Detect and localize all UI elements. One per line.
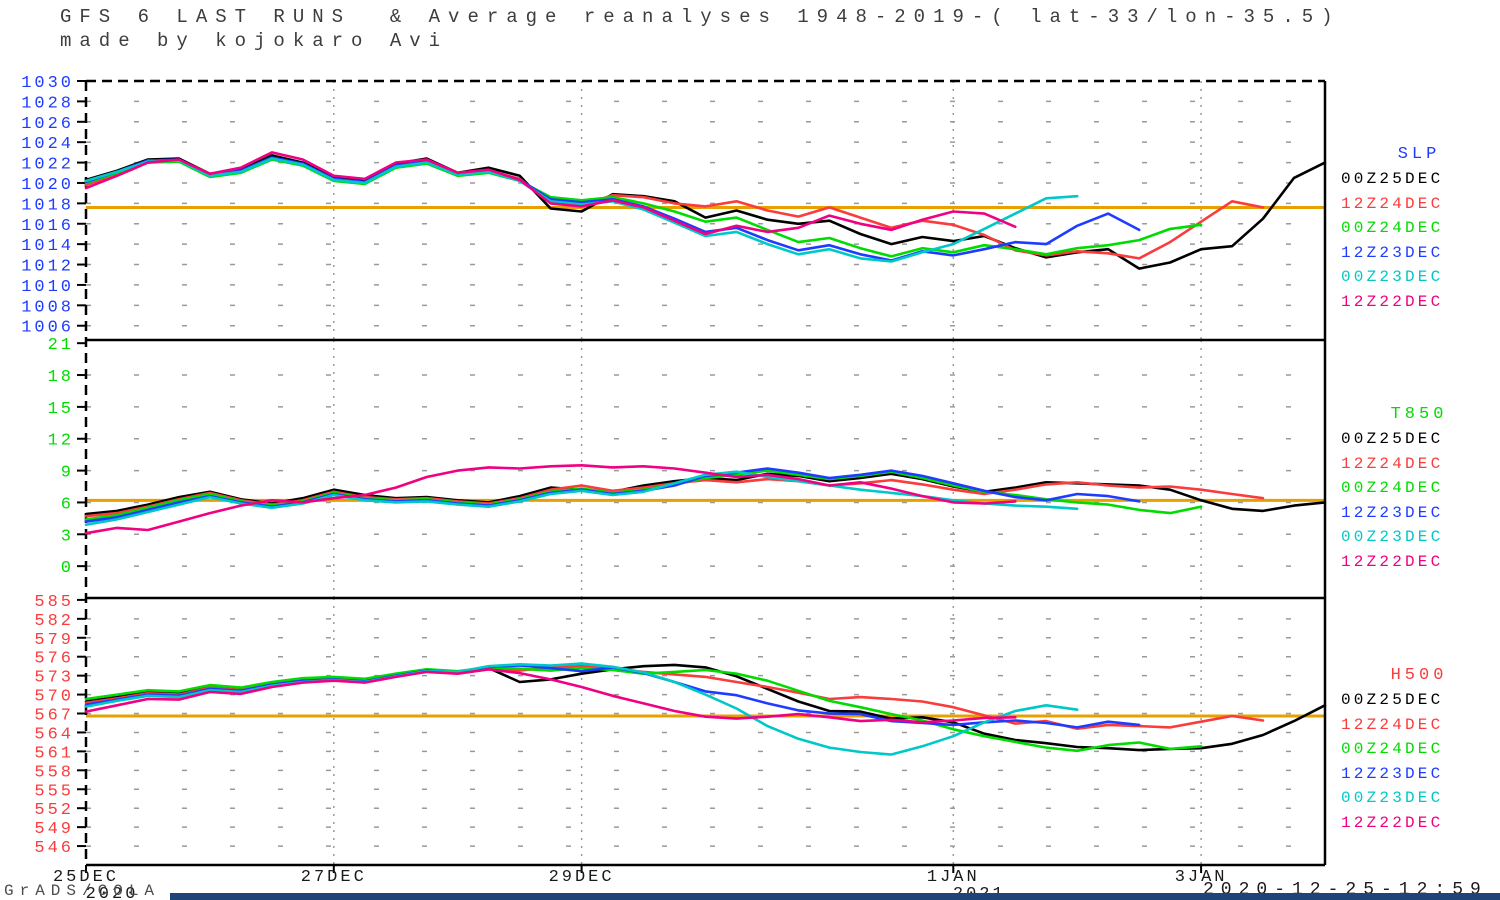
y-tick-label: 570 <box>34 688 74 707</box>
y-tick-label: 555 <box>34 782 74 801</box>
legend-slp: SLP 00Z25DEC 12Z24DEC 00Z24DEC 12Z23DEC 00Z2… <box>1333 145 1500 314</box>
legend-entry: 00Z25DEC <box>1341 691 1444 709</box>
legend-h500: H500 00Z25DEC 12Z24DEC 00Z24DEC 12Z23DEC 00Z… <box>1333 666 1500 835</box>
series-line-slp-00Z23DEC <box>84 157 1079 263</box>
chart-subtitle: made by kojokaro Avi <box>60 30 449 52</box>
y-tick-label: 558 <box>34 763 74 782</box>
y-tick-label: 576 <box>34 650 74 669</box>
legend-title-t850: T850 <box>1390 405 1448 424</box>
series-line-t850-12Z22DEC <box>84 463 1017 535</box>
legend-entry: 12Z24DEC <box>1341 194 1444 213</box>
y-tick-label: 1020 <box>21 176 74 195</box>
legend-entry: 00Z23DEC <box>1341 528 1444 546</box>
legend-entry: 12Z22DEC <box>1341 813 1444 832</box>
y-tick-label: 9 <box>61 464 74 483</box>
series-line-h500-12Z22DEC <box>84 667 1017 724</box>
y-tick-label: 18 <box>48 368 74 387</box>
legend-entry: 00Z23DEC <box>1341 268 1444 286</box>
y-tick-label: 582 <box>34 612 74 631</box>
legend-entry: 12Z24DEC <box>1341 715 1444 734</box>
series-line-h500-00Z24DEC <box>84 666 1203 753</box>
y-tick-label: 552 <box>34 801 74 820</box>
legend-title-h500: H500 <box>1390 666 1448 685</box>
legend-entry: 00Z24DEC <box>1341 219 1444 237</box>
legend-entries-slp: 00Z25DEC 12Z24DEC 00Z24DEC 12Z23DEC 00Z23DEC… <box>1333 167 1500 314</box>
legend-entry: 12Z23DEC <box>1341 764 1444 783</box>
y-tick-label: 12 <box>48 432 74 451</box>
y-tick-label: 1006 <box>21 319 74 338</box>
legend-entry: 12Z23DEC <box>1341 503 1444 522</box>
y-tick-label: 15 <box>48 400 74 419</box>
legend-entry: 12Z22DEC <box>1341 292 1444 311</box>
y-tick-label: 546 <box>34 839 74 858</box>
x-tick-label: 27DEC <box>301 868 367 887</box>
series-line-slp-00Z25DEC <box>84 154 1327 270</box>
grads-credit: GrADS/COLA <box>4 882 161 900</box>
legend-entries-t850: 00Z25DEC 12Z24DEC 00Z24DEC 12Z23DEC 00Z23DEC… <box>1333 427 1500 574</box>
legend-entry: 00Z25DEC <box>1341 170 1444 188</box>
x-tick-label: 29DEC <box>549 868 615 887</box>
y-tick-label: 585 <box>34 593 74 612</box>
legend-t850: T850 00Z25DEC 12Z24DEC 00Z24DEC 12Z23DEC 00Z… <box>1333 405 1500 574</box>
legend-entry: 00Z23DEC <box>1341 789 1444 807</box>
legend-entry: 00Z24DEC <box>1341 479 1444 497</box>
y-tick-label: 6 <box>61 495 74 514</box>
y-tick-label: 1022 <box>21 156 74 175</box>
y-tick-label: 1024 <box>21 135 74 154</box>
x-tick-year-label: 2020 <box>86 885 139 900</box>
y-tick-label: 1028 <box>21 94 74 113</box>
y-tick-label: 1014 <box>21 237 74 256</box>
legend-entry: 12Z22DEC <box>1341 552 1444 571</box>
y-tick-label: 561 <box>34 744 74 763</box>
y-tick-label: 1010 <box>21 278 74 297</box>
x-tick-label: 1JAN <box>927 868 980 887</box>
legend-entry: 12Z23DEC <box>1341 243 1444 262</box>
y-tick-label: 1026 <box>21 115 74 134</box>
y-tick-label: 573 <box>34 669 74 688</box>
y-tick-label: 3 <box>61 527 74 546</box>
y-tick-label: 1030 <box>21 74 74 93</box>
y-tick-label: 549 <box>34 820 74 839</box>
legend-entry: 12Z24DEC <box>1341 454 1444 473</box>
series-line-h500-00Z23DEC <box>84 662 1079 756</box>
y-tick-label: 21 <box>48 336 74 355</box>
y-tick-label: 1012 <box>21 258 74 277</box>
legend-entry: 00Z24DEC <box>1341 740 1444 758</box>
y-tick-label: 1016 <box>21 217 74 236</box>
y-tick-label: 564 <box>34 725 74 744</box>
x-tick-label: 3JAN <box>1175 868 1228 887</box>
series-line-h500-12Z24DEC <box>84 664 1265 731</box>
y-tick-label: 0 <box>61 559 74 578</box>
series-line-t850-00Z24DEC <box>84 469 1203 521</box>
series-line-slp-12Z22DEC <box>84 151 1017 236</box>
legend-title-slp: SLP <box>1397 145 1441 164</box>
y-tick-label: 579 <box>34 631 74 650</box>
x-tick-label: 25DEC <box>53 868 119 887</box>
y-tick-label: 1018 <box>21 196 74 215</box>
bottom-bar <box>170 893 1500 900</box>
y-tick-label: 567 <box>34 707 74 726</box>
y-tick-label: 1008 <box>21 298 74 317</box>
legend-entries-h500: 00Z25DEC 12Z24DEC 00Z24DEC 12Z23DEC 00Z23DEC… <box>1333 688 1500 835</box>
chart-title: GFS 6 LAST RUNS & Average reanalyses 194… <box>60 6 1341 28</box>
legend-entry: 00Z25DEC <box>1341 430 1444 448</box>
